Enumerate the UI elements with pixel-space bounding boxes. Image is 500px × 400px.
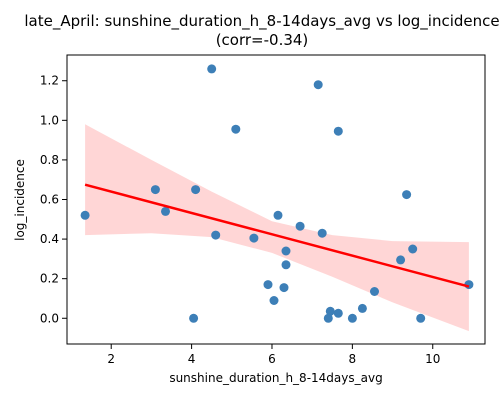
data-point: [273, 210, 283, 220]
y-tick-label: 1.0: [40, 113, 59, 127]
data-point: [313, 80, 323, 90]
data-point: [357, 303, 367, 313]
x-tick-label: 8: [349, 352, 357, 366]
y-axis: 0.0 0.2 0.4 0.6 0.8 1.0 1.2: [40, 74, 67, 325]
data-point: [323, 313, 333, 323]
data-point: [161, 206, 170, 216]
x-tick-label: 6: [268, 352, 276, 366]
chart-subtitle: (corr=-0.34): [216, 31, 309, 49]
data-point: [191, 185, 201, 195]
data-point: [231, 124, 241, 134]
data-point: [333, 308, 343, 318]
data-point: [325, 306, 335, 316]
data-point: [317, 228, 327, 238]
data-point: [281, 260, 291, 270]
y-axis-label: log_incidence: [13, 159, 27, 241]
y-tick-label: 0.2: [40, 272, 59, 286]
plot-area: [80, 64, 474, 332]
data-point: [249, 233, 259, 243]
x-tick-label: 10: [425, 352, 440, 366]
confidence-band: [85, 124, 469, 332]
regression-line: [84, 183, 470, 288]
data-point: [416, 313, 426, 323]
y-tick-label: 1.2: [40, 74, 59, 88]
data-point: [396, 255, 406, 265]
data-point: [263, 280, 273, 290]
data-point: [281, 246, 291, 256]
data-point: [80, 210, 90, 220]
y-tick-label: 0.4: [40, 232, 59, 246]
y-tick-label: 0.6: [40, 193, 59, 207]
x-axis: 2 4 6 8 10: [107, 344, 440, 366]
data-point: [295, 221, 305, 231]
data-point: [402, 190, 412, 200]
chart-title: late_April: sunshine_duration_h_8-14days…: [24, 12, 499, 31]
y-tick-label: 0.8: [40, 153, 59, 167]
data-point: [207, 64, 217, 74]
x-axis-label: sunshine_duration_h_8-14days_avg: [169, 371, 382, 385]
data-point: [347, 313, 357, 323]
data-point: [408, 244, 418, 254]
data-point: [189, 313, 199, 323]
data-point: [333, 126, 343, 136]
data-point: [150, 185, 160, 195]
data-point: [269, 296, 279, 305]
x-tick-label: 4: [188, 352, 196, 366]
data-point: [279, 283, 289, 293]
y-tick-label: 0.0: [40, 311, 59, 325]
data-point: [211, 230, 221, 240]
data-point: [370, 287, 379, 296]
x-tick-label: 2: [107, 352, 115, 366]
